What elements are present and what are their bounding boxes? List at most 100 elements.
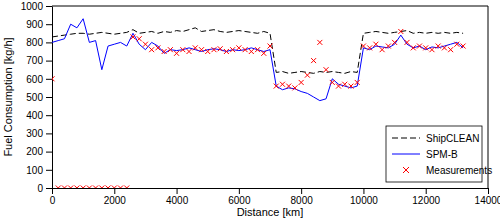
data-point — [168, 47, 173, 52]
data-point — [305, 73, 310, 78]
data-point — [324, 67, 329, 72]
tick-label: 500 — [26, 92, 43, 103]
tick-mark — [301, 188, 302, 194]
tick-label: 1000 — [21, 1, 44, 12]
data-point — [68, 186, 73, 189]
tick: 10000 — [350, 188, 378, 206]
data-point — [442, 45, 447, 50]
data-point — [137, 36, 142, 41]
data-point — [99, 186, 104, 189]
data-point — [236, 45, 241, 50]
y-axis-label: Fuel Consumption [kg/h] — [2, 37, 14, 156]
plot-area: 0200040006000800010000120001400001002003… — [21, 1, 500, 206]
data-point — [87, 186, 92, 189]
data-point — [187, 49, 192, 54]
data-point — [292, 85, 297, 90]
tick-label: 300 — [26, 128, 43, 139]
tick: 4000 — [166, 188, 189, 206]
data-point — [162, 49, 167, 54]
tick-label: 10000 — [350, 195, 378, 206]
data-point — [380, 47, 385, 52]
tick: 200 — [26, 146, 52, 157]
data-point — [367, 45, 372, 50]
tick-label: 100 — [26, 165, 43, 176]
legend-swatch — [392, 154, 420, 155]
tick-mark — [46, 97, 52, 98]
series-line — [52, 19, 463, 101]
tick: 0 — [37, 183, 52, 194]
data-point — [180, 47, 185, 52]
data-point — [348, 84, 353, 89]
y-axis: 01002003004005006007008009001000 — [21, 1, 53, 194]
tick-mark — [239, 188, 240, 194]
data-point — [255, 47, 260, 52]
data-point — [74, 186, 79, 189]
data-point — [299, 80, 304, 85]
data-point — [417, 44, 422, 49]
tick-label: 12000 — [412, 195, 440, 206]
x-axis-label: Distance [km] — [237, 206, 304, 218]
legend-label: ShipCLEAN — [426, 133, 479, 144]
data-point — [355, 80, 360, 85]
data-point — [224, 49, 229, 54]
tick-label: 14000 — [475, 195, 500, 206]
legend-label: Measurements — [426, 165, 492, 176]
data-point — [52, 76, 55, 81]
data-point — [93, 186, 98, 189]
tick-mark — [363, 188, 364, 194]
data-point — [56, 186, 61, 189]
data-point — [62, 186, 67, 189]
tick: 8000 — [291, 188, 314, 206]
tick-mark — [52, 188, 53, 194]
tick-label: 0 — [37, 183, 43, 194]
tick-mark — [177, 188, 178, 194]
tick-mark — [114, 188, 115, 194]
tick-label: 8000 — [291, 195, 314, 206]
tick: 100 — [26, 165, 52, 176]
series-line — [52, 28, 463, 73]
tick-label: 800 — [26, 37, 43, 48]
tick: 500 — [26, 92, 52, 103]
data-point — [454, 42, 459, 47]
data-point — [124, 186, 129, 189]
data-point — [143, 42, 148, 47]
tick-mark — [46, 61, 52, 62]
axis-line — [52, 7, 53, 189]
data-point — [317, 40, 322, 45]
tick-mark — [46, 42, 52, 43]
plot-background — [52, 6, 488, 188]
tick-label: 200 — [26, 146, 43, 157]
data-point — [411, 45, 416, 50]
frame — [52, 6, 488, 7]
tick-label: 900 — [26, 19, 43, 30]
data-point — [361, 44, 366, 49]
data-point — [423, 45, 428, 50]
tick-label: 2000 — [104, 195, 127, 206]
data-point — [280, 82, 285, 87]
data-point — [286, 84, 291, 89]
data-point — [81, 186, 86, 189]
data-point — [149, 47, 154, 52]
data-point — [249, 49, 254, 54]
data-point — [311, 58, 316, 63]
tick-mark — [46, 170, 52, 171]
data-point — [130, 34, 135, 39]
tick: 700 — [26, 55, 52, 66]
data-point — [261, 51, 266, 56]
data-point — [118, 186, 123, 189]
data-point — [429, 47, 434, 52]
data-point — [243, 47, 248, 52]
tick-mark — [46, 152, 52, 153]
data-point — [230, 47, 235, 52]
tick-label: 4000 — [166, 195, 189, 206]
tick: 300 — [26, 128, 52, 139]
data-point — [342, 82, 347, 87]
data-point — [386, 44, 391, 49]
legend-label: SPM-B — [426, 149, 458, 160]
tick: 600 — [26, 74, 52, 85]
tick-mark — [46, 133, 52, 134]
tick: 800 — [26, 37, 52, 48]
tick-mark — [46, 79, 52, 80]
data-point — [274, 84, 279, 89]
legend-swatch — [392, 138, 420, 139]
